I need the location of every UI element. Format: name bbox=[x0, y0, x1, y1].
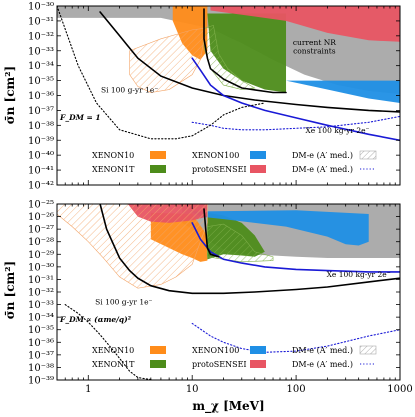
y-tick-label: 10⁻³² bbox=[28, 288, 54, 299]
legend-swatch bbox=[250, 165, 266, 173]
y-tick-label: 10⁻²⁹ bbox=[28, 250, 54, 261]
legend-label: DM-e (A′ med.) bbox=[292, 165, 353, 174]
y-tick-label: 10⁻⁴⁰ bbox=[28, 151, 54, 162]
legend-label: XENON10 bbox=[92, 151, 134, 160]
hatched-region bbox=[129, 28, 205, 93]
region-protosensei bbox=[210, 6, 400, 42]
plot-area bbox=[57, 204, 400, 380]
y-tick-label: 10⁻²⁶ bbox=[28, 212, 54, 223]
legend-label: protoSENSEI bbox=[192, 165, 247, 174]
series-line bbox=[57, 6, 266, 140]
y-axis-title: σ̄n [cm²] bbox=[3, 66, 17, 124]
series-line bbox=[191, 115, 400, 131]
y-tick-label: 10⁻³⁴ bbox=[28, 61, 54, 72]
legend-label: DM-e (A′ med.) bbox=[292, 346, 353, 355]
region-xenon1t bbox=[207, 13, 287, 93]
legend-label: XENON1T bbox=[92, 165, 135, 174]
y-tick-label: 10⁻³³ bbox=[28, 46, 54, 57]
legend-swatch bbox=[250, 151, 266, 159]
y-tick-label: 10⁻²⁷ bbox=[28, 225, 54, 236]
legend-label: DM-e (A′ med.) bbox=[292, 360, 353, 369]
y-tick-label: 10⁻³⁰ bbox=[28, 262, 54, 273]
x-tick-label: 1 bbox=[85, 384, 91, 395]
legend-swatch bbox=[250, 360, 266, 368]
y-tick-label: 10⁻²⁸ bbox=[28, 237, 54, 248]
y-tick-label: 10⁻³⁴ bbox=[28, 313, 54, 324]
chart-annotation: current NR bbox=[293, 38, 336, 47]
y-tick-label: 10⁻³⁵ bbox=[28, 325, 54, 336]
hatched-region bbox=[207, 223, 274, 263]
form-factor-label: F_DM = 1 bbox=[59, 113, 101, 122]
legend-label: XENON1T bbox=[92, 360, 135, 369]
y-tick-label: 10⁻³² bbox=[28, 31, 54, 42]
y-tick-label: 10⁻³⁷ bbox=[28, 106, 54, 117]
y-tick-label: 10⁻³¹ bbox=[28, 16, 54, 27]
y-tick-label: 10⁻³⁷ bbox=[28, 350, 54, 361]
legend-label: XENON10 bbox=[92, 346, 134, 355]
x-tick-label: 100 bbox=[287, 384, 306, 395]
y-tick-label: 10⁻³⁶ bbox=[28, 91, 54, 102]
y-tick-label: 10⁻³⁶ bbox=[28, 338, 54, 349]
y-tick-label: 10⁻³⁵ bbox=[28, 76, 54, 87]
series-line bbox=[203, 8, 287, 94]
chart-annotation: Xe 100 kg-yr 2e⁻ bbox=[327, 270, 391, 279]
x-tick-label: 1000 bbox=[387, 384, 412, 395]
form-factor-label: F_DM ∝ (αme/q)² bbox=[59, 315, 132, 324]
plot-area bbox=[57, 6, 400, 142]
chart-annotation: constraints bbox=[293, 47, 336, 56]
x-axis-title: m_χ [MeV] bbox=[192, 399, 264, 414]
y-tick-label: 10⁻²⁵ bbox=[28, 200, 54, 211]
y-tick-label: 10⁻³⁸ bbox=[28, 121, 54, 132]
series-line bbox=[64, 304, 152, 380]
y-axis-title: σ̄n [cm²] bbox=[3, 261, 17, 319]
y-tick-label: 10⁻⁴¹ bbox=[28, 166, 54, 177]
x-tick-label: 10 bbox=[186, 384, 199, 395]
panel-top: 10⁻³⁰ 10⁻³¹ 10⁻³² 10⁻³³ 10⁻³⁴ 10⁻³⁵ 10⁻³⁶ 10⁻³⁷… bbox=[3, 2, 401, 192]
series-line bbox=[191, 222, 400, 273]
region-xenon100 bbox=[286, 80, 400, 103]
legend-label: DM-e (A′ med.) bbox=[292, 151, 353, 160]
y-tick-label: 10⁻³¹ bbox=[28, 275, 54, 286]
legend-swatch bbox=[150, 165, 166, 173]
series-line bbox=[203, 208, 220, 258]
legend-swatch bbox=[150, 360, 166, 368]
y-tick-label: 10⁻³⁹ bbox=[28, 376, 54, 387]
region-xenon100 bbox=[192, 210, 369, 246]
legend-swatch bbox=[150, 346, 166, 354]
chart-annotation: Si 100 g-yr 1e⁻ bbox=[95, 298, 152, 307]
y-tick-label: 10⁻⁴² bbox=[28, 181, 54, 192]
chart-annotation: Xe 100 kg-yr 2e⁻ bbox=[305, 126, 369, 135]
y-tick-label: 10⁻³³ bbox=[28, 300, 54, 311]
legend-swatch bbox=[359, 150, 377, 160]
legend-label: XENON100 bbox=[192, 346, 239, 355]
legend-swatch bbox=[359, 345, 377, 355]
legend-swatch bbox=[150, 151, 166, 159]
series-line bbox=[99, 204, 400, 295]
legend-swatch bbox=[250, 346, 266, 354]
y-tick-label: 10⁻³⁰ bbox=[28, 2, 54, 13]
legend-label: XENON100 bbox=[192, 151, 239, 160]
legend-label: protoSENSEI bbox=[192, 360, 247, 369]
y-tick-label: 10⁻³⁹ bbox=[28, 136, 54, 147]
chart-annotation: Si 100 g-yr 1e⁻ bbox=[101, 86, 158, 95]
hatched-region bbox=[57, 204, 208, 289]
series-line bbox=[191, 57, 400, 142]
y-tick-label: 10⁻³⁸ bbox=[28, 363, 54, 374]
